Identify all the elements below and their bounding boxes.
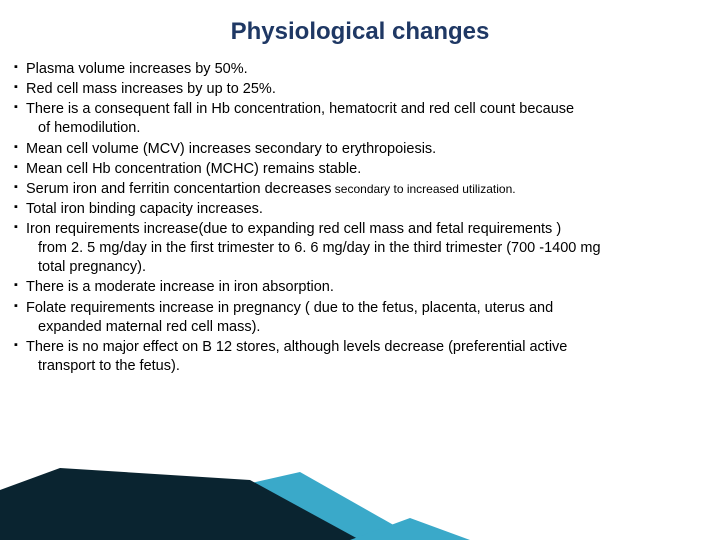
list-item: There is a consequent fall in Hb concent… (14, 100, 706, 138)
slide-title: Physiological changes (0, 0, 720, 60)
list-item: Plasma volume increases by 50%. (14, 60, 706, 79)
bullet-subtext: from 2. 5 mg/day in the first trimester … (26, 239, 706, 258)
bullet-text: Folate requirements increase in pregnanc… (26, 300, 553, 316)
bullet-text: Plasma volume increases by 50%. (26, 61, 248, 77)
bullet-text: Mean cell volume (MCV) increases seconda… (26, 141, 436, 157)
list-item: Folate requirements increase in pregnanc… (14, 299, 706, 337)
list-item: There is no major effect on B 12 stores,… (14, 338, 706, 376)
list-item: Mean cell volume (MCV) increases seconda… (14, 140, 706, 159)
bullet-text: Red cell mass increases by up to 25%. (26, 81, 276, 97)
bullet-text: There is a consequent fall in Hb concent… (26, 101, 574, 117)
bullet-text: Serum iron and ferritin concentartion de… (26, 181, 331, 197)
list-item: Total iron binding capacity increases. (14, 200, 706, 219)
bullet-small-tail: secondary to increased utilization. (331, 182, 515, 196)
list-item: There is a moderate increase in iron abs… (14, 278, 706, 297)
list-item: Red cell mass increases by up to 25%. (14, 80, 706, 99)
deco-teal-shape (0, 472, 420, 540)
list-item: Mean cell Hb concentration (MCHC) remain… (14, 160, 706, 179)
bullet-subtext: transport to the fetus). (26, 357, 706, 376)
bullet-subtext: expanded maternal red cell mass). (26, 318, 706, 337)
bullet-text: Total iron binding capacity increases. (26, 201, 263, 217)
bullet-subtext: total pregnancy). (26, 258, 706, 277)
bullet-text: Mean cell Hb concentration (MCHC) remain… (26, 161, 361, 177)
bullet-text: There is a moderate increase in iron abs… (26, 279, 334, 295)
deco-dark-shape (0, 468, 360, 540)
deco-teal-right (350, 518, 470, 540)
list-item: Serum iron and ferritin concentartion de… (14, 180, 706, 199)
bullet-text: There is no major effect on B 12 stores,… (26, 339, 567, 355)
bottom-decoration (0, 450, 720, 540)
list-item: Iron requirements increase(due to expand… (14, 220, 706, 277)
bullet-text: Iron requirements increase(due to expand… (26, 221, 561, 237)
content-area: Plasma volume increases by 50%. Red cell… (0, 60, 720, 376)
bullet-subtext: of hemodilution. (26, 119, 706, 138)
bullet-list: Plasma volume increases by 50%. Red cell… (14, 60, 706, 376)
